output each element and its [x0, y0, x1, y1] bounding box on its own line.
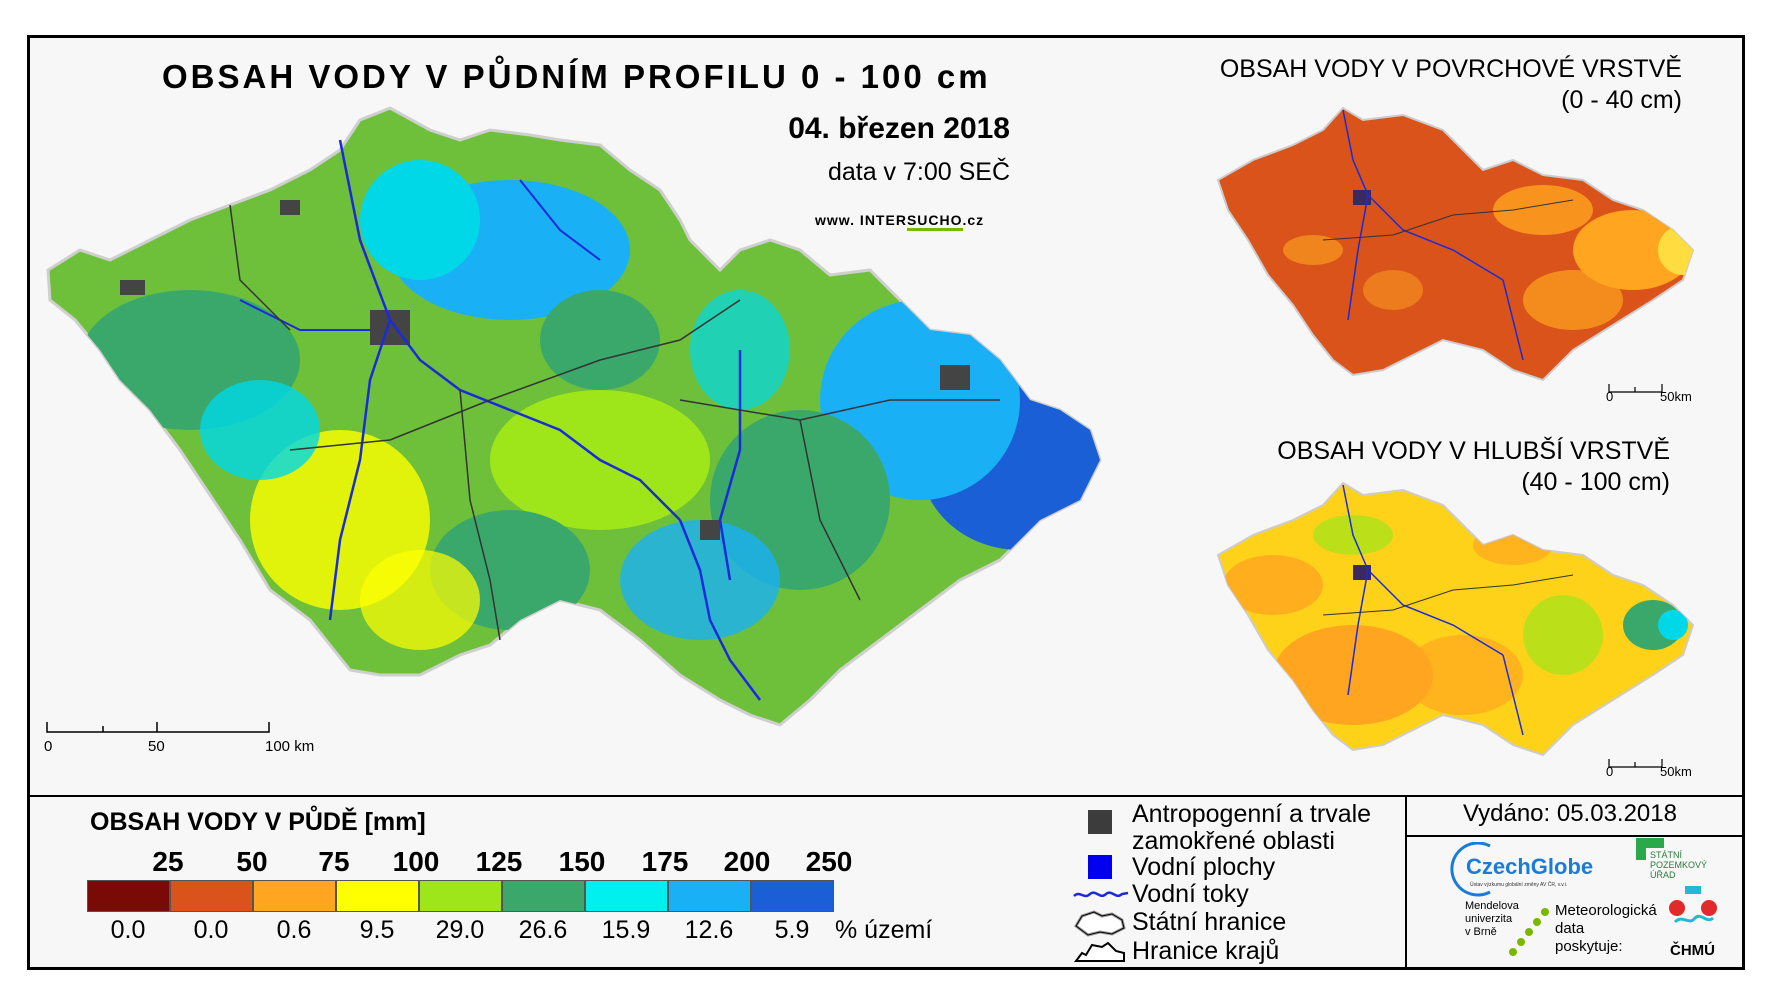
color-swatch: [751, 880, 834, 912]
legend-panel: [27, 795, 1745, 970]
mendel-line1: Mendelova: [1465, 900, 1519, 912]
percent-value: 0.6: [276, 916, 312, 944]
chmu-name: ČHMÚ: [1670, 942, 1715, 959]
chmu-logo: Meteorologická data poskytuje: ČHMÚ: [1555, 886, 1735, 970]
legend-divider-1: [1405, 795, 1407, 970]
spu-line2: POZEMKOVÝ: [1650, 860, 1708, 870]
percent-value: 12.6: [684, 916, 734, 944]
website-label[interactable]: www. INTERSUCHO.cz: [815, 212, 985, 231]
czechglobe-name: CzechGlobe: [1466, 854, 1594, 879]
deep-scale-0: 0: [1606, 764, 1614, 779]
legend-title: OBSAH VODY V PŮDĚ [mm]: [90, 808, 426, 836]
meteo-line1: Meteorologická: [1555, 902, 1657, 919]
czechglobe-logo: CzechGlobe Ústav výzkumu globální změny …: [1450, 842, 1600, 897]
mendel-line2: univerzita: [1465, 913, 1513, 925]
anthropogenic-label-1: Antropogenní a trvale: [1132, 800, 1372, 828]
color-swatch: [336, 880, 419, 912]
class-value: 125: [475, 846, 523, 877]
class-value: 250: [805, 846, 853, 877]
percent-value: 15.9: [601, 916, 651, 944]
meteo-line3: poskytuje:: [1555, 938, 1623, 955]
legend-divider-2: [1405, 835, 1745, 837]
main-scale-bar: [46, 722, 270, 733]
main-scale-0: 0: [44, 738, 53, 755]
state-border-label: Státní hranice: [1132, 908, 1287, 936]
color-swatch: [253, 880, 336, 912]
region-border-label: Hranice krajů: [1132, 937, 1280, 965]
class-value: 200: [723, 846, 771, 877]
mendel-dots-icon: [1509, 908, 1549, 956]
spu-line1: STÁTNÍ: [1650, 850, 1683, 860]
color-swatch: [419, 880, 502, 912]
class-value: 175: [641, 846, 689, 877]
deep-title-line2: (40 - 100 cm): [1521, 468, 1670, 496]
color-swatch: [668, 880, 751, 912]
deep-scale-bar: [1608, 759, 1663, 768]
map-date: 04. březen 2018: [788, 112, 1010, 145]
percent-value: 0.0: [110, 916, 146, 944]
water-body-label: Vodní plochy: [1132, 853, 1276, 881]
deep-title-line1: OBSAH VODY V HLUBŠÍ VRSTVĚ: [1277, 437, 1670, 465]
color-swatch: [585, 880, 668, 912]
class-value: 150: [558, 846, 606, 877]
percent-label: % území: [835, 916, 933, 944]
surface-title-line2: (0 - 40 cm): [1561, 86, 1682, 114]
spu-logo: STÁTNÍ POZEMKOVÝ ÚŘAD: [1636, 838, 1716, 888]
watercourse-icon: [1073, 891, 1129, 898]
color-swatch: [502, 880, 585, 912]
main-map: [46, 106, 1102, 727]
percent-value: 29.0: [435, 916, 485, 944]
website-accent: SUCHO: [906, 212, 963, 231]
main-scale-100: 100 km: [265, 738, 315, 755]
website-prefix: www. INTER: [815, 212, 907, 228]
spu-line3: ÚŘAD: [1650, 870, 1676, 880]
class-value: 25: [152, 846, 184, 877]
czechglobe-arc-icon: [1450, 842, 1491, 897]
anthropogenic-label-2: zamokřené oblasti: [1132, 827, 1335, 855]
color-swatch: [170, 880, 253, 912]
state-border-icon: [1074, 910, 1126, 937]
map-title: OBSAH VODY V PŮDNÍM PROFILU 0 - 100 cm: [162, 58, 991, 95]
anthropogenic-swatch: [1088, 810, 1112, 834]
czechglobe-subtitle: Ústav výzkumu globální změny AV ČR, v.v.…: [1470, 882, 1568, 888]
meteo-line2: data: [1555, 920, 1585, 937]
main-scale-50: 50: [148, 738, 165, 755]
data-time: data v 7:00 SEČ: [827, 158, 1010, 186]
spu-mark-icon: [1636, 838, 1664, 860]
class-value: 50: [236, 846, 268, 877]
class-value: 75: [318, 846, 350, 877]
surface-scale-0: 0: [1606, 389, 1614, 404]
water-body-swatch: [1088, 855, 1112, 879]
class-value: 100: [392, 846, 440, 877]
percent-value: 9.5: [359, 916, 395, 944]
surface-scale-bar: [1608, 384, 1663, 393]
surface-scale-50: 50km: [1660, 389, 1692, 404]
mendel-logo: Mendelova univerzita v Brně: [1455, 900, 1555, 965]
chmu-emblem-icon: [1669, 886, 1717, 924]
color-swatch: [87, 880, 170, 912]
watercourse-label: Vodní toky: [1132, 880, 1249, 908]
percent-value: 26.6: [518, 916, 568, 944]
mendel-line3: v Brně: [1465, 926, 1497, 938]
percent-value: 0.0: [193, 916, 229, 944]
percent-value: 5.9: [774, 916, 810, 944]
surface-map: [1216, 106, 1695, 382]
website-suffix: .cz: [962, 212, 985, 228]
issued-date: Vydáno: 05.03.2018: [1463, 800, 1677, 827]
deep-map: [1216, 481, 1695, 757]
deep-scale-50: 50km: [1660, 764, 1692, 779]
surface-title-line1: OBSAH VODY V POVRCHOVÉ VRSTVĚ: [1219, 55, 1682, 83]
region-border-icon: [1074, 941, 1125, 962]
